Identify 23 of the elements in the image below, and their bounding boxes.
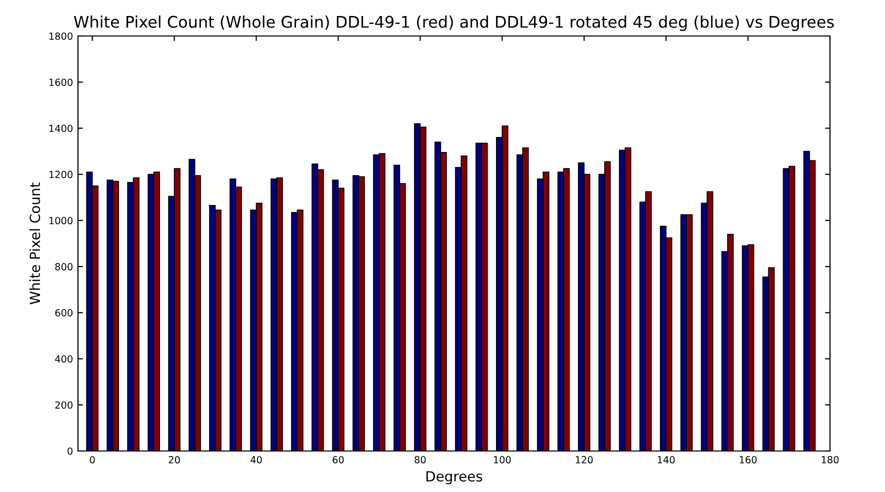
x-tick-label: 140 [658,456,675,464]
y-tick-label: 1800 [49,32,72,40]
x-tick-label: 180 [822,456,839,464]
y-tick-label: 200 [55,401,72,409]
x-tick-label: 40 [250,456,262,464]
x-tick-label: 120 [576,456,593,464]
y-tick-label: 1400 [49,124,72,132]
x-tick-label: 100 [494,456,511,464]
x-tick-label: 0 [90,456,95,464]
y-tick-label: 1600 [49,78,72,86]
y-axis-title: White Pixel Count [29,182,40,304]
y-tick-label: 800 [55,263,72,270]
x-tick-label: 60 [332,456,344,464]
y-tick-label: 1000 [49,216,72,224]
x-tick-label: 80 [414,456,426,464]
x-tick-label: 160 [740,456,757,464]
y-tick-label: 1200 [49,170,72,178]
chart-title: White Pixel Count (Whole Grain) DDL-49-1 (red) and DDL49-1 rotated 45 deg (blue) vs Degrees [74,16,834,31]
y-tick-label: 600 [55,309,72,316]
x-axis-title: Degrees [426,471,482,484]
y-tick-label: 0 [68,447,72,455]
x-tick-label: 20 [168,456,180,464]
y-tick-label: 400 [55,355,72,363]
